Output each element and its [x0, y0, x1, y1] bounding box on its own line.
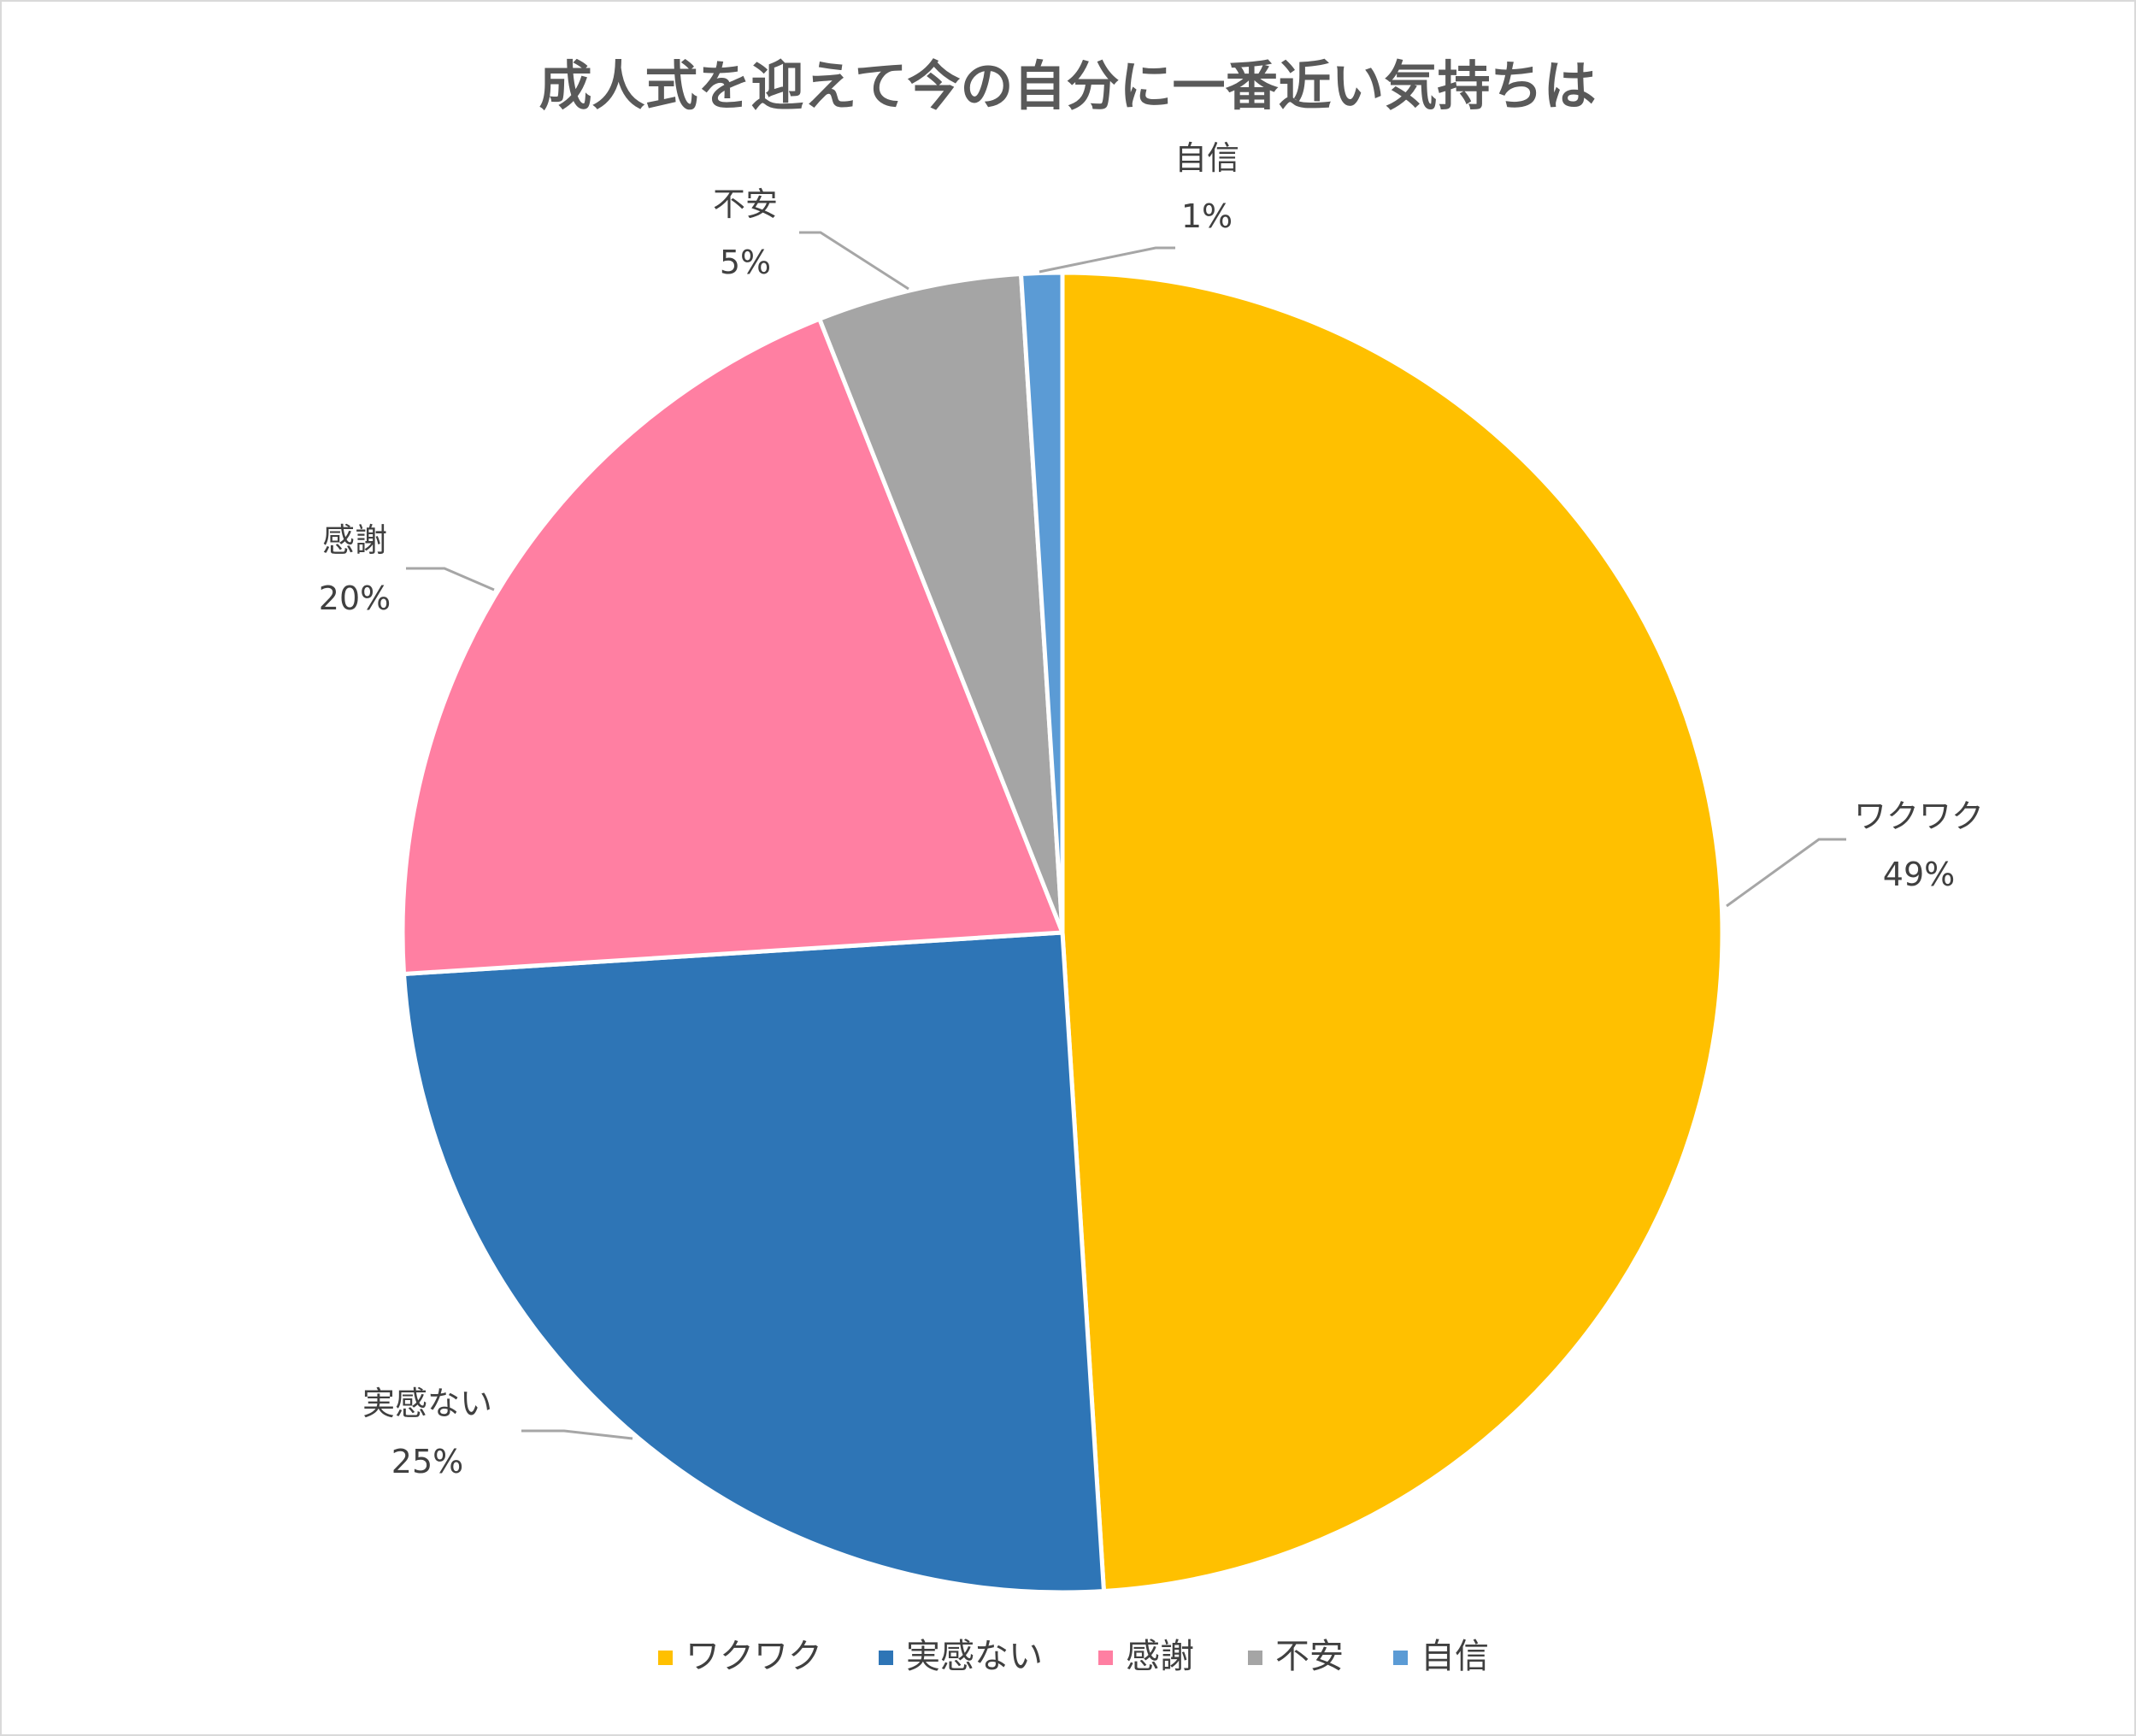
- legend-swatch-5: [1393, 1651, 1408, 1665]
- legend: ワクワク 実感ない 感謝 不安 自信: [658, 1637, 1489, 1676]
- data-label-percent-1: 49%: [1883, 856, 1955, 893]
- data-label-category-5: 自信: [1174, 139, 1239, 177]
- data-label-percent-4: 5%: [720, 244, 771, 281]
- leader-line-4: [799, 231, 909, 291]
- legend-swatch-4: [1248, 1651, 1262, 1665]
- data-label-category-4: 不安: [713, 185, 778, 223]
- pie-slices: [400, 270, 1725, 1595]
- slice-5: [1019, 270, 1065, 935]
- leader-line-5: [1039, 246, 1175, 274]
- leader-line-3: [406, 567, 495, 591]
- legend-swatch-2: [879, 1651, 893, 1665]
- chart-title: 成人式を迎えて今の自分に一番近い気持ちは: [539, 55, 1597, 117]
- slice-2: [402, 930, 1106, 1595]
- leader-line-2: [521, 1429, 633, 1440]
- data-label-percent-2: 25%: [391, 1443, 463, 1480]
- legend-label-5: 自信: [1421, 1637, 1489, 1676]
- legend-label-4: 不安: [1275, 1637, 1344, 1676]
- slice-1: [1060, 270, 1725, 1593]
- leader-line-1: [1726, 838, 1846, 908]
- leader-lines: [406, 231, 1846, 1440]
- legend-swatch-3: [1098, 1651, 1113, 1665]
- slice-4: [817, 272, 1065, 935]
- data-label-category-2: 実感ない: [362, 1385, 492, 1422]
- slice-3: [400, 316, 1065, 976]
- legend-label-1: ワクワク: [686, 1637, 822, 1676]
- legend-label-3: 感謝: [1126, 1637, 1194, 1676]
- data-label-category-1: ワクワク: [1854, 797, 1984, 835]
- legend-label-2: 実感ない: [906, 1637, 1043, 1676]
- data-label-category-3: 感謝: [322, 521, 387, 559]
- data-label-percent-3: 20%: [319, 580, 391, 617]
- data-labels: ワクワク 49% 実感ない 25% 感謝 20% 不安 5% 自信 1%: [319, 139, 1984, 1480]
- legend-swatch-1: [658, 1651, 673, 1665]
- data-label-percent-5: 1%: [1181, 197, 1233, 235]
